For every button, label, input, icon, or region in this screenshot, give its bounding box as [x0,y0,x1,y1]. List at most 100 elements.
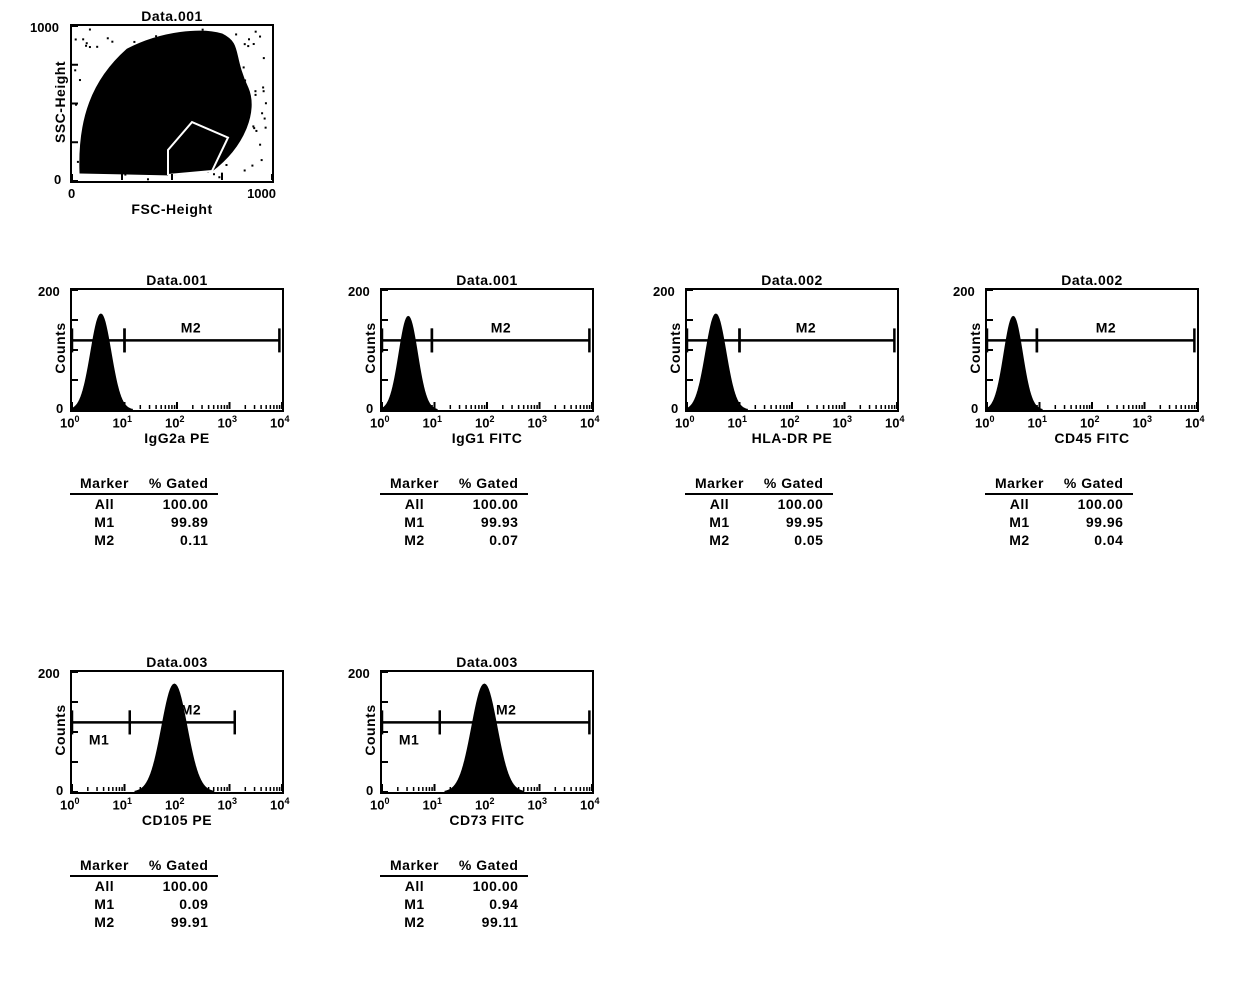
svg-text:M2: M2 [491,319,511,335]
histogram-cd105-xtick-0: 100 [60,796,79,812]
histogram-cd73-title: Data.003 [382,654,592,670]
scatter-xtick-0: 0 [68,186,75,201]
histogram-cd45-title: Data.002 [987,272,1197,288]
histogram-cd105-title: Data.003 [72,654,282,670]
stats-value-cell: 100.00 [754,494,834,513]
stats-value-cell: 100.00 [139,494,219,513]
histogram-igg2a-ylabel: Counts [52,308,68,388]
histogram-igg1-xtick-1: 101 [423,414,442,430]
stats-value-cell: 99.89 [139,513,219,531]
histogram-cd105-xtick-2: 102 [165,796,184,812]
histogram-igg1-xtick-2: 102 [475,414,494,430]
stats-table-cd73: Marker % GatedAll 100.00M1 0.94M2 99.11 [380,855,528,931]
histogram-hladr-xtick-0: 100 [675,414,694,430]
histogram-cd105-ylabel: Counts [52,690,68,770]
histogram-igg2a-xtick-3: 103 [218,414,237,430]
stats-value-cell: 0.07 [449,531,529,549]
table-row: M1 99.89 [70,513,218,531]
table-row: M2 0.05 [685,531,833,549]
table-row: All 100.00 [380,494,528,513]
histogram-cd45-xtick-4: 104 [1185,414,1204,430]
histogram-igg2a: Data.001CountsIgG2a PE020010010110210310… [70,288,284,412]
histogram-igg2a-frame: Data.001CountsIgG2a PE020010010110210310… [70,288,284,412]
histogram-cd105-xtick-3: 103 [218,796,237,812]
stats-marker-cell: M2 [70,913,139,931]
histogram-hladr-title: Data.002 [687,272,897,288]
histogram-igg1-xtick-4: 104 [580,414,599,430]
scatter-ylabel: SSC-Height [52,52,68,152]
stats-marker-cell: M2 [380,531,449,549]
histogram-cd105-xtick-1: 101 [113,796,132,812]
histogram-cd45-xtick-1: 101 [1028,414,1047,430]
histogram-igg1-ylabel: Counts [362,308,378,388]
stats-header-marker: Marker [380,473,449,494]
table-row: All 100.00 [685,494,833,513]
stats-header-gated: % Gated [139,855,219,876]
stats-value-cell: 0.94 [449,895,529,913]
stats-marker-cell: M1 [380,895,449,913]
stats-marker-cell: M1 [985,513,1054,531]
table-row: M1 99.95 [685,513,833,531]
histogram-cd105-ytick-1: 200 [38,666,60,681]
histogram-cd105-frame: Data.003CountsCD105 PE020010010110210310… [70,670,284,794]
histogram-hladr-xlabel: HLA-DR PE [687,430,897,446]
histogram-cd73-xtick-0: 100 [370,796,389,812]
histogram-hladr: Data.002CountsHLA-DR PE02001001011021031… [685,288,899,412]
histogram-cd45-frame: Data.002CountsCD45 FITC02001001011021031… [985,288,1199,412]
histogram-igg2a-svg: M2 [72,290,282,410]
stats-table-hladr: Marker % GatedAll 100.00M1 99.95M2 0.05 [685,473,833,549]
histogram-cd45-xtick-0: 100 [975,414,994,430]
histogram-cd105: Data.003CountsCD105 PE020010010110210310… [70,670,284,794]
stats-table-igg1: Marker % GatedAll 100.00M1 99.93M2 0.07 [380,473,528,549]
stats-value-cell: 100.00 [1054,494,1134,513]
stats-value-cell: 0.04 [1054,531,1134,549]
stats-header-gated: % Gated [754,473,834,494]
stats-table-igg2a: Marker % GatedAll 100.00M1 99.89M2 0.11 [70,473,218,549]
table-row: M1 0.94 [380,895,528,913]
histogram-igg1-frame: Data.001CountsIgG1 FITC02001001011021031… [380,288,594,412]
stats-value-cell: 99.93 [449,513,529,531]
histogram-cd73: Data.003CountsCD73 FITC02001001011021031… [380,670,594,794]
stats-header-marker: Marker [70,855,139,876]
scatter-title: Data.001 [72,8,272,24]
histogram-igg2a-xtick-0: 100 [60,414,79,430]
stats-marker-cell: M1 [70,513,139,531]
scatter-frame: Data.001SSC-HeightFSC-Height0100001000 [70,24,274,183]
histogram-cd45-svg: M2 [987,290,1197,410]
histogram-cd45-xlabel: CD45 FITC [987,430,1197,446]
stats-marker-cell: M1 [380,513,449,531]
histogram-igg2a-xtick-2: 102 [165,414,184,430]
histogram-cd73-xlabel: CD73 FITC [382,812,592,828]
histogram-hladr-ytick-1: 200 [653,284,675,299]
svg-text:M2: M2 [1096,319,1116,335]
histogram-cd73-xtick-4: 104 [580,796,599,812]
stats-marker-cell: All [985,494,1054,513]
stats-marker-cell: All [380,494,449,513]
histogram-hladr-ylabel: Counts [667,308,683,388]
scatter-svg [72,26,272,181]
stats-header-gated: % Gated [1054,473,1134,494]
stats-value-cell: 99.11 [449,913,529,931]
histogram-cd73-xtick-2: 102 [475,796,494,812]
histogram-cd45-xtick-2: 102 [1080,414,1099,430]
table-row: M2 99.91 [70,913,218,931]
stats-marker-cell: M2 [685,531,754,549]
stats-header-marker: Marker [985,473,1054,494]
stats-header-marker: Marker [380,855,449,876]
stats-marker-cell: All [70,876,139,895]
histogram-igg1-title: Data.001 [382,272,592,288]
histogram-igg1-xtick-0: 100 [370,414,389,430]
histogram-cd45: Data.002CountsCD45 FITC02001001011021031… [985,288,1199,412]
histogram-cd105-xtick-4: 104 [270,796,289,812]
histogram-igg2a-ytick-1: 200 [38,284,60,299]
histogram-igg1-svg: M2 [382,290,592,410]
stats-value-cell: 0.09 [139,895,219,913]
svg-text:M2: M2 [796,319,816,335]
histogram-hladr-xtick-3: 103 [833,414,852,430]
stats-value-cell: 99.91 [139,913,219,931]
table-row: All 100.00 [380,876,528,895]
stats-marker-cell: All [685,494,754,513]
svg-text:M1: M1 [89,731,109,747]
histogram-hladr-xtick-4: 104 [885,414,904,430]
stats-value-cell: 100.00 [139,876,219,895]
